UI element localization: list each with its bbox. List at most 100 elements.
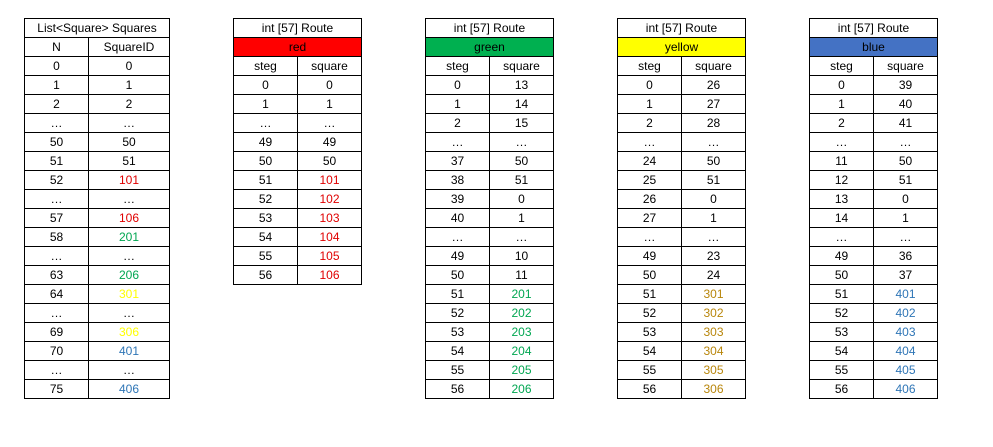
table-row: 2 28 bbox=[617, 113, 746, 133]
route-square-cell: 202 bbox=[489, 303, 554, 323]
route-steg-cell: 56 bbox=[425, 379, 490, 399]
route-steg-cell: 51 bbox=[617, 284, 682, 304]
table-row: …… bbox=[233, 113, 362, 133]
route-square-cell: 50 bbox=[297, 151, 362, 171]
route-steg-cell: 56 bbox=[233, 265, 298, 285]
route-steg-cell: … bbox=[617, 132, 682, 152]
route-header-square: square bbox=[297, 56, 362, 76]
route-steg-cell: 52 bbox=[809, 303, 874, 323]
route-steg-cell: 50 bbox=[617, 265, 682, 285]
table-row: 11 50 bbox=[809, 151, 938, 171]
table-row: 55 405 bbox=[809, 360, 938, 380]
squares-n-cell: … bbox=[24, 360, 89, 380]
table-row: 49 36 bbox=[809, 246, 938, 266]
route-steg-cell: 13 bbox=[809, 189, 874, 209]
table-row: …… bbox=[617, 132, 746, 152]
route-square-cell: 37 bbox=[873, 265, 938, 285]
squares-n-cell: 63 bbox=[24, 265, 89, 285]
route-steg-cell: 14 bbox=[809, 208, 874, 228]
route-steg-cell: 53 bbox=[233, 208, 298, 228]
table-row: 14 1 bbox=[809, 208, 938, 228]
squares-table-body: List<Square> Squares N SquareID 0 0 1 1 2 2……… bbox=[24, 18, 170, 399]
route-square-cell: 206 bbox=[489, 379, 554, 399]
table-row: …… bbox=[24, 113, 170, 133]
route-color-label: blue bbox=[809, 37, 938, 57]
squares-id-cell: … bbox=[88, 360, 170, 380]
table-row: 56 206 bbox=[425, 379, 554, 399]
route-steg-cell: 52 bbox=[233, 189, 298, 209]
route-square-cell: 403 bbox=[873, 322, 938, 342]
route-steg-cell: 0 bbox=[617, 75, 682, 95]
squares-n-cell: … bbox=[24, 246, 89, 266]
table-row: 40 1 bbox=[425, 208, 554, 228]
table-row: 53 403 bbox=[809, 322, 938, 342]
route-square-cell: … bbox=[489, 227, 554, 247]
squares-id-cell: 401 bbox=[88, 341, 170, 361]
table-row: 57 106 bbox=[24, 208, 170, 228]
squares-id-cell: 51 bbox=[88, 151, 170, 171]
route-square-cell: 304 bbox=[681, 341, 746, 361]
table-row: 58 201 bbox=[24, 227, 170, 247]
table-row: 56 406 bbox=[809, 379, 938, 399]
route-square-cell: … bbox=[873, 132, 938, 152]
table-row: 12 51 bbox=[809, 170, 938, 190]
squares-id-cell: … bbox=[88, 303, 170, 323]
table-row: 24 50 bbox=[617, 151, 746, 171]
table-row: 1 27 bbox=[617, 94, 746, 114]
route-table-green: int [57] Route green steg square 0 13 1 14 2… bbox=[425, 18, 554, 399]
route-square-cell: 50 bbox=[489, 151, 554, 171]
route-steg-cell: 55 bbox=[809, 360, 874, 380]
route-square-cell: 104 bbox=[297, 227, 362, 247]
squares-n-cell: 57 bbox=[24, 208, 89, 228]
route-square-cell: 404 bbox=[873, 341, 938, 361]
squares-id-cell: 106 bbox=[88, 208, 170, 228]
route-title: int [57] Route bbox=[809, 18, 938, 38]
route-square-cell: 50 bbox=[681, 151, 746, 171]
table-row: 56 106 bbox=[233, 265, 362, 285]
route-square-cell: 0 bbox=[297, 75, 362, 95]
route-color-label: yellow bbox=[617, 37, 746, 57]
table-row: 39 0 bbox=[425, 189, 554, 209]
route-square-cell: 40 bbox=[873, 94, 938, 114]
squares-id-cell: … bbox=[88, 113, 170, 133]
route-steg-cell: 49 bbox=[617, 246, 682, 266]
route-square-cell: 51 bbox=[489, 170, 554, 190]
route-steg-cell: 1 bbox=[233, 94, 298, 114]
route-square-cell: 23 bbox=[681, 246, 746, 266]
route-square-cell: 105 bbox=[297, 246, 362, 266]
route-steg-cell: 2 bbox=[425, 113, 490, 133]
route-square-cell: 302 bbox=[681, 303, 746, 323]
table-row: 0 39 bbox=[809, 75, 938, 95]
route-square-cell: 402 bbox=[873, 303, 938, 323]
squares-id-cell: 1 bbox=[88, 75, 170, 95]
table-row: …… bbox=[24, 189, 170, 209]
table-row: 2 41 bbox=[809, 113, 938, 133]
route-square-cell: 51 bbox=[873, 170, 938, 190]
route-table-yellow: int [57] Route yellow steg square 0 26 1 27… bbox=[617, 18, 746, 399]
route-square-cell: 39 bbox=[873, 75, 938, 95]
squares-table: List<Square> Squares N SquareID 0 0 1 1 2 2……… bbox=[24, 18, 170, 399]
route-steg-cell: … bbox=[425, 132, 490, 152]
route-square-cell: 1 bbox=[489, 208, 554, 228]
table-row: …… bbox=[809, 132, 938, 152]
route-square-cell: 0 bbox=[489, 189, 554, 209]
table-row: …… bbox=[24, 303, 170, 323]
table-row: 54 204 bbox=[425, 341, 554, 361]
route-square-cell: 50 bbox=[873, 151, 938, 171]
route-square-cell: 28 bbox=[681, 113, 746, 133]
table-row: 13 0 bbox=[809, 189, 938, 209]
route-steg-cell: 55 bbox=[425, 360, 490, 380]
squares-header-row: N SquareID bbox=[24, 37, 170, 57]
route-square-cell: 15 bbox=[489, 113, 554, 133]
route-color-label: green bbox=[425, 37, 554, 57]
route-header-square: square bbox=[489, 56, 554, 76]
table-row: 69 306 bbox=[24, 322, 170, 342]
table-row: 50 24 bbox=[617, 265, 746, 285]
table-row: 52 302 bbox=[617, 303, 746, 323]
squares-n-cell: 0 bbox=[24, 56, 89, 76]
route-steg-cell: 49 bbox=[809, 246, 874, 266]
route-square-cell: 1 bbox=[873, 208, 938, 228]
table-row: 53 103 bbox=[233, 208, 362, 228]
table-row: 38 51 bbox=[425, 170, 554, 190]
